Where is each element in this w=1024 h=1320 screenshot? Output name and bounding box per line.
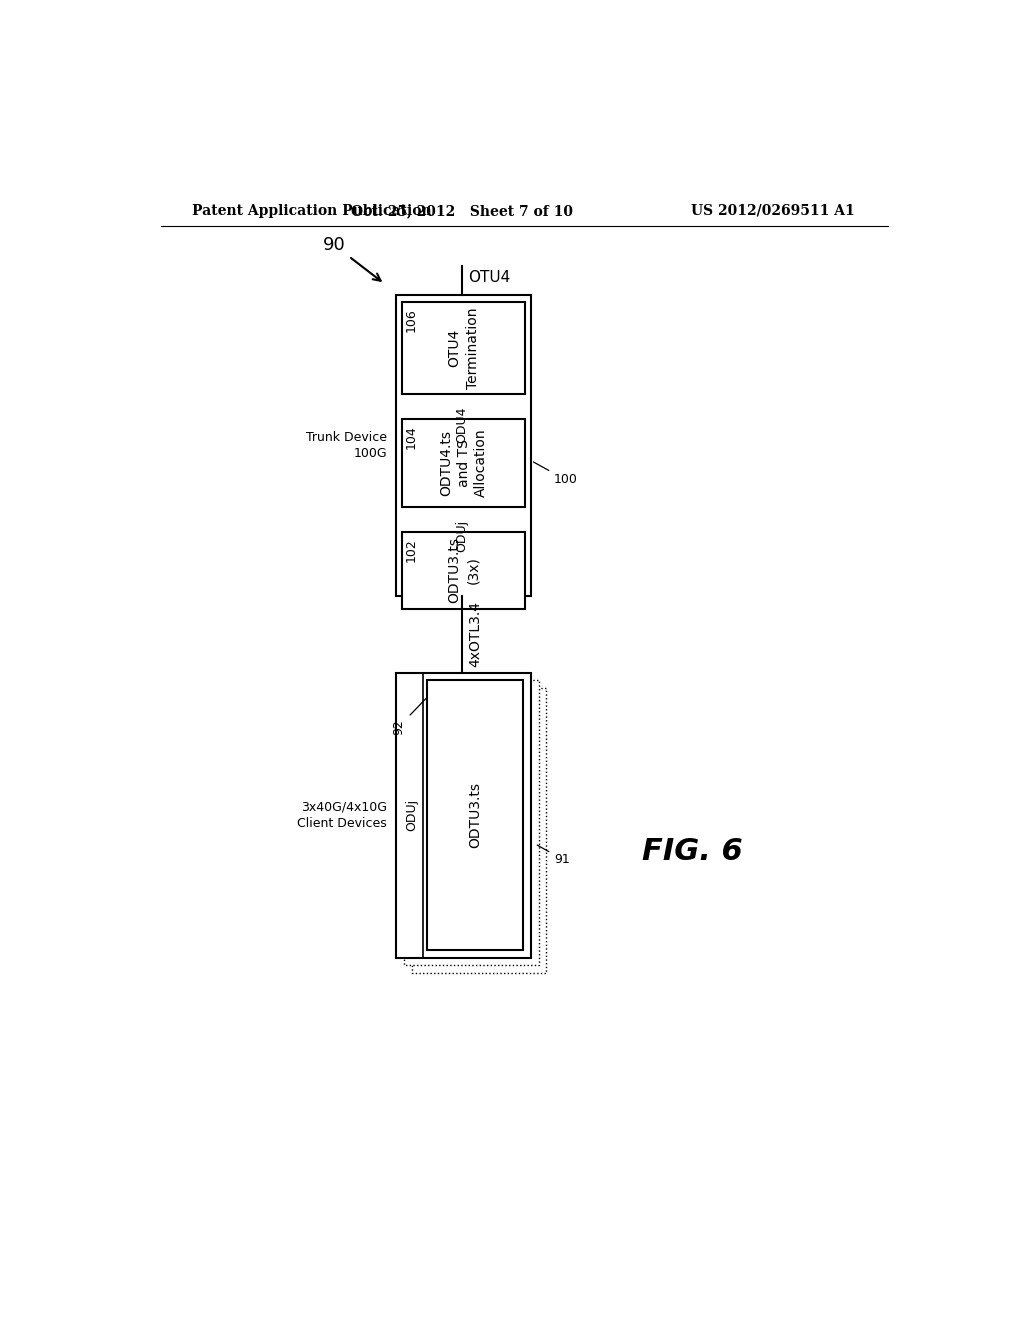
Text: ODU4: ODU4 bbox=[455, 407, 468, 442]
Bar bbox=[412, 688, 547, 973]
Text: ODTU3.ts: ODTU3.ts bbox=[468, 783, 482, 849]
Text: 3x40G/4x10G
Client Devices: 3x40G/4x10G Client Devices bbox=[297, 801, 387, 830]
Bar bbox=[402, 418, 524, 507]
Bar bbox=[402, 302, 524, 395]
Bar bbox=[402, 532, 524, 609]
Text: 90: 90 bbox=[324, 236, 381, 281]
Text: 102: 102 bbox=[404, 539, 418, 562]
Text: OTU4
Termination: OTU4 Termination bbox=[447, 308, 480, 388]
Bar bbox=[403, 681, 539, 965]
Text: ODUj: ODUj bbox=[455, 520, 468, 552]
Text: 4xOTL3.4: 4xOTL3.4 bbox=[468, 602, 482, 668]
Text: 91: 91 bbox=[538, 845, 569, 866]
Text: ODTU3.ts
(3x): ODTU3.ts (3x) bbox=[447, 537, 480, 603]
Text: US 2012/0269511 A1: US 2012/0269511 A1 bbox=[690, 203, 854, 218]
Bar bbox=[396, 673, 531, 958]
Text: Trunk Device
100G: Trunk Device 100G bbox=[306, 432, 387, 461]
Bar bbox=[427, 681, 523, 950]
Text: Patent Application Publication: Patent Application Publication bbox=[193, 203, 432, 218]
Text: 100: 100 bbox=[534, 462, 578, 486]
Text: 104: 104 bbox=[404, 425, 418, 449]
Text: OTU4: OTU4 bbox=[468, 271, 510, 285]
Text: 92: 92 bbox=[392, 698, 427, 734]
Bar bbox=[396, 296, 531, 595]
Text: Oct. 25, 2012   Sheet 7 of 10: Oct. 25, 2012 Sheet 7 of 10 bbox=[350, 203, 572, 218]
Text: ODUj: ODUj bbox=[406, 799, 419, 832]
Text: 106: 106 bbox=[404, 308, 418, 331]
Text: ODTU4.ts
and TS
Allocation: ODTU4.ts and TS Allocation bbox=[439, 429, 487, 498]
Text: FIG. 6: FIG. 6 bbox=[642, 837, 743, 866]
